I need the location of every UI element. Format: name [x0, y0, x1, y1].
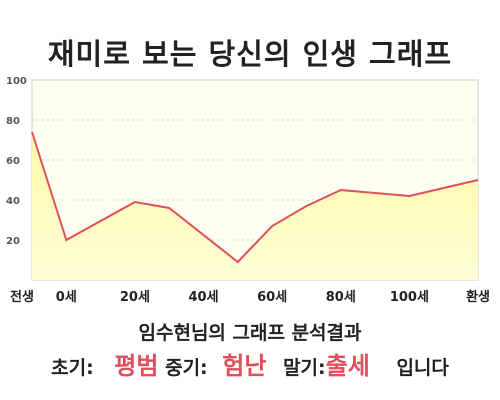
- x-tick-label: 0세: [56, 290, 77, 305]
- y-tick-label: 100: [6, 76, 27, 87]
- page-title: 재미로 보는 당신의 인생 그래프: [47, 37, 453, 71]
- x-tick-label: 전생: [10, 289, 34, 305]
- early-label: 초기:: [51, 357, 94, 379]
- x-tick-label: 20세: [120, 290, 150, 305]
- late-value: 출세: [325, 352, 370, 380]
- y-axis-ticks: 20 40 60 80 100: [6, 76, 27, 247]
- x-tick-label: 100세: [390, 290, 429, 305]
- life-line: [31, 131, 479, 264]
- x-tick-label: 60세: [257, 290, 287, 305]
- mid-label: 중기:: [165, 357, 208, 379]
- y-tick-label: 40: [6, 196, 20, 207]
- y-tick-label: 60: [6, 156, 20, 167]
- y-tick-label: 80: [6, 116, 20, 127]
- early-value: 평범: [114, 352, 159, 380]
- life-area: [32, 132, 478, 280]
- summary-ending: 입니다: [396, 357, 449, 379]
- late-label: 말기:: [283, 357, 326, 379]
- y-tick-label: 20: [6, 236, 20, 247]
- mid-value: 험난: [222, 352, 267, 380]
- analysis-summary: 초기: 평범 중기: 험난 말기:출세 입니다: [0, 346, 500, 381]
- x-tick-label: 40세: [189, 290, 219, 305]
- x-tick-label: 80세: [326, 290, 356, 305]
- analysis-subtitle: 임수현님의 그래프 분석결과: [138, 322, 362, 344]
- x-tick-label: 환생: [466, 289, 490, 305]
- x-axis-ticks: 전생 0세 20세 40세 60세 80세 100세 환생: [10, 289, 490, 305]
